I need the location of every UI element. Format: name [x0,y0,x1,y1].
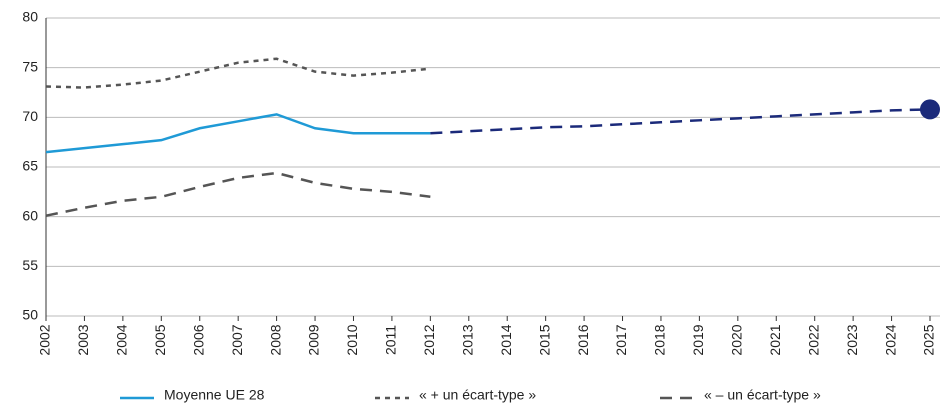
series-line [45,113,431,154]
y-tick-label: 70 [22,108,38,124]
x-tick-label: 2021 [767,324,783,355]
x-tick-label: 2008 [267,324,283,355]
y-tick-label: 55 [22,257,38,273]
x-tick-label: 2017 [613,324,629,355]
x-tick-label: 2002 [37,324,53,355]
x-tick-label: 2007 [229,324,245,355]
series-line [430,108,931,135]
x-tick-label: 2020 [729,324,745,355]
x-tick-label: 2015 [536,324,552,355]
series-line [45,57,431,89]
y-tick-label: 80 [22,9,38,25]
x-tick-label: 2019 [690,324,706,355]
x-tick-label: 2012 [421,324,437,355]
x-tick-label: 2022 [805,324,821,355]
x-tick-label: 2024 [882,324,898,355]
y-tick-label: 50 [22,307,38,323]
legend-label: Moyenne UE 28 [164,387,265,403]
y-tick-label: 75 [22,58,38,74]
x-tick-label: 2025 [921,324,937,355]
x-tick-label: 2016 [575,324,591,355]
legend-label: « + un écart-type » [419,387,536,403]
x-tick-label: 2006 [190,324,206,355]
y-tick-label: 65 [22,158,38,174]
x-tick-label: 2013 [459,324,475,355]
x-tick-label: 2004 [114,324,130,355]
x-tick-label: 2005 [152,324,168,355]
end-marker [920,99,940,120]
x-tick-label: 2011 [383,325,399,355]
series-line [45,171,431,217]
y-tick-label: 60 [22,207,38,223]
x-tick-label: 2009 [306,324,322,355]
legend-label: « – un écart-type » [704,387,821,403]
x-tick-label: 2023 [844,324,860,355]
x-tick-label: 2003 [75,324,91,355]
x-tick-label: 2014 [498,324,514,355]
x-tick-label: 2010 [344,324,360,355]
x-tick-label: 2018 [652,324,668,355]
